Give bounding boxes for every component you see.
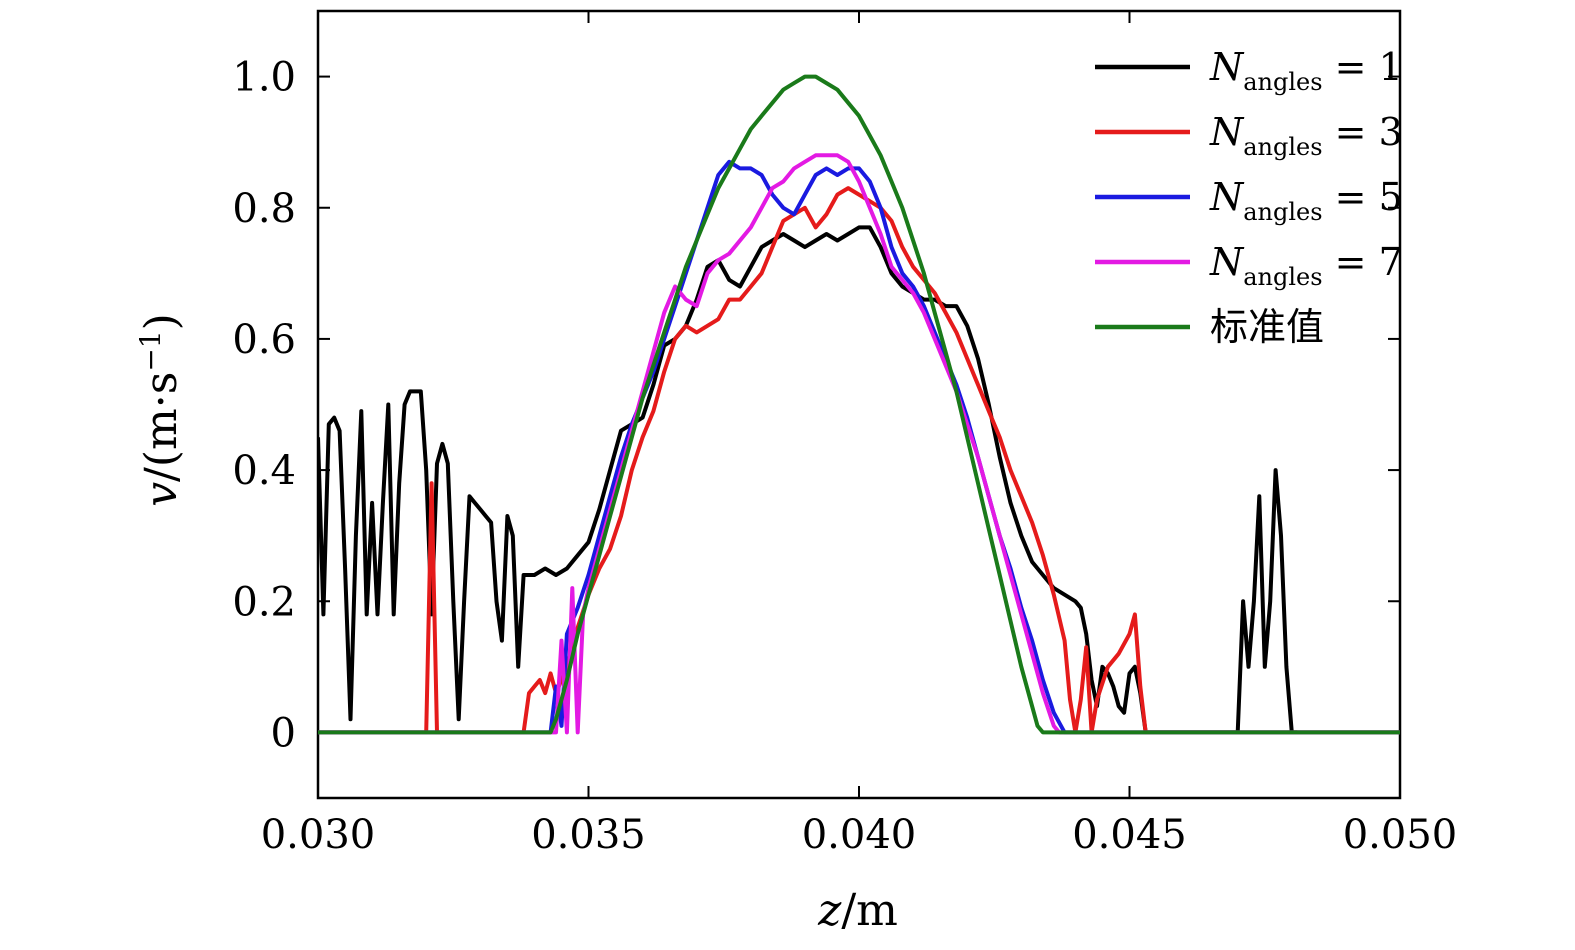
legend-label-2: Nangles = 3 [1209, 110, 1403, 161]
y-tick-label: 0.8 [232, 186, 296, 232]
axis-ticks: 0.030 0.035 0.040 0.045 0.050 0 0.2 0.4 0.6 0.8 1.… [232, 11, 1457, 858]
legend-label-3: Nangles = 5 [1209, 175, 1403, 226]
legend: Nangles = 1 Nangles = 3 Nangles = 5 Nangles… [1095, 45, 1403, 349]
x-tick-label: 0.050 [1343, 812, 1458, 858]
y-axis-label: v/(m·s−1) [134, 313, 187, 507]
x-tick-label: 0.040 [802, 812, 917, 858]
x-tick-label: 0.035 [531, 812, 646, 858]
series-line-5 [318, 74, 1400, 735]
x-tick-label: 0.045 [1072, 812, 1187, 858]
series-line-1 [318, 225, 1298, 735]
legend-label-1: Nangles = 1 [1209, 45, 1403, 96]
x-axis-label: z/m [817, 885, 898, 936]
y-tick-label: 0.4 [232, 448, 296, 494]
legend-label-5: 标准值 [1210, 305, 1324, 349]
y-tick-label: 0 [271, 710, 296, 756]
x-tick-label: 0.030 [261, 812, 376, 858]
plot-area [318, 74, 1400, 735]
y-tick-label: 0.6 [232, 317, 296, 363]
series-layer [318, 74, 1400, 735]
y-tick-label: 1.0 [232, 55, 296, 101]
legend-label-4: Nangles = 7 [1209, 240, 1403, 291]
y-tick-label: 0.2 [232, 579, 296, 625]
